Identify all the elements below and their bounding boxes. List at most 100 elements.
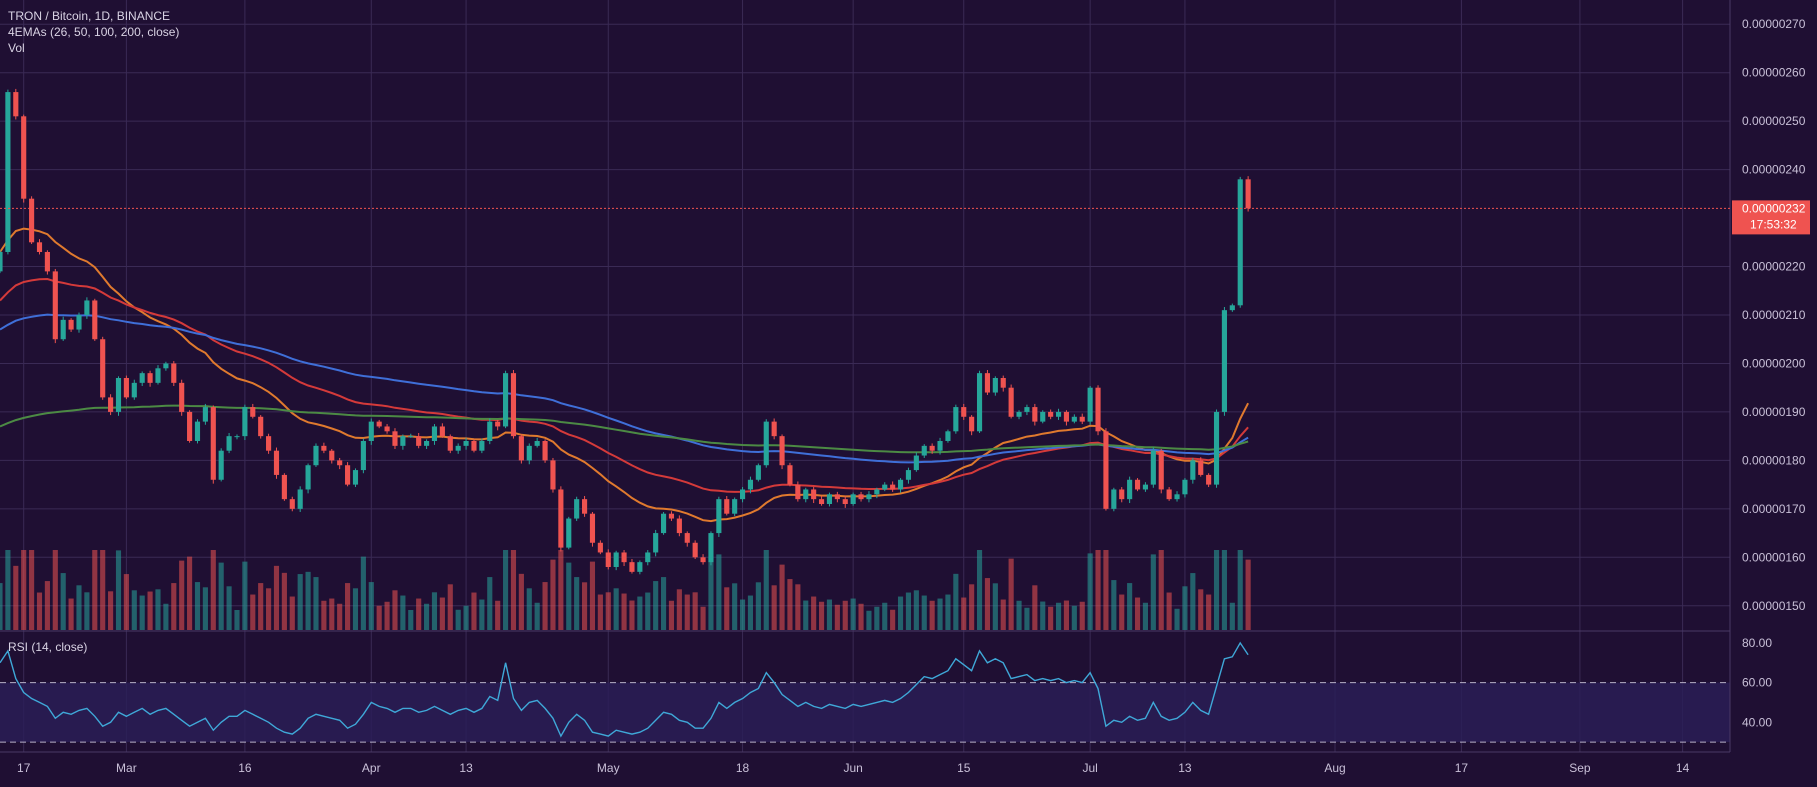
candle-body [100, 339, 106, 398]
x-tick-label: 13 [1178, 761, 1192, 775]
volume-bar [392, 590, 398, 630]
candle-body [574, 499, 580, 519]
volume-bar [1016, 600, 1022, 630]
y-tick-label: 0.00000270 [1742, 17, 1806, 31]
volume-bar [1166, 592, 1172, 630]
volume-bar [1134, 597, 1141, 630]
x-tick-label: May [597, 761, 620, 775]
candle-body [645, 552, 651, 563]
rsi-y-tick-label: 80.00 [1742, 636, 1772, 650]
y-tick-label: 0.00000170 [1742, 502, 1806, 516]
volume-bar [613, 588, 619, 630]
volume-bar [147, 591, 153, 630]
candle-body [194, 421, 201, 441]
volume-bar [376, 605, 382, 630]
candle-body [1063, 411, 1070, 422]
volume-bar [771, 585, 777, 630]
price-tag: 0.00000232 17:53:32 [0, 200, 1810, 235]
candle-body [818, 499, 825, 504]
candle-body [226, 436, 232, 451]
volume-bar [1229, 602, 1235, 630]
volume-bar [897, 596, 904, 630]
candle-body [739, 489, 746, 500]
x-tick-label: 18 [736, 761, 750, 775]
candle-body [834, 494, 840, 500]
candle-body [518, 436, 524, 461]
volume-bar [890, 609, 896, 630]
x-tick-label: Sep [1569, 761, 1591, 775]
volume-bar [52, 550, 58, 630]
candle-body [779, 436, 785, 466]
volume-bar [431, 592, 438, 630]
candle-body [297, 489, 303, 509]
candle-body [1174, 494, 1180, 500]
y-tick-label: 0.00000260 [1742, 66, 1806, 80]
volume-bar [550, 559, 556, 630]
volume-bar [289, 596, 295, 630]
candle-body [84, 300, 90, 315]
x-tick-label: Apr [362, 761, 381, 775]
volume-bar [574, 577, 580, 630]
candle-body [897, 479, 904, 490]
volume-bar [1127, 583, 1133, 630]
candle-body [653, 533, 659, 553]
candle-body [163, 363, 169, 369]
candle-body [605, 552, 611, 567]
volume-bar [1174, 608, 1180, 630]
candle-body [5, 92, 11, 252]
volume-bar [202, 587, 208, 630]
candle-body [526, 445, 532, 461]
candle-body [1055, 411, 1062, 417]
candle-body [1245, 179, 1251, 209]
candle-body [992, 378, 998, 393]
x-tick-label: 17 [1455, 761, 1469, 775]
volume-bar [818, 601, 825, 630]
volume-bar [1119, 594, 1125, 630]
volume-bar [858, 603, 864, 630]
candle-body [1190, 460, 1196, 480]
candle-body [621, 552, 627, 563]
volume-bar [1213, 550, 1220, 630]
volume-bar [708, 556, 714, 630]
volume-bar [1063, 600, 1070, 630]
volume-bar [329, 598, 335, 630]
volume-bar [21, 550, 27, 630]
volume-bar [447, 584, 453, 630]
candle-body [1119, 489, 1125, 500]
y-tick-label: 0.00000210 [1742, 308, 1806, 322]
candle-body [289, 499, 295, 509]
candle-body [305, 465, 311, 490]
candle-body [803, 489, 809, 500]
candle-body [92, 300, 98, 340]
candle-body [732, 499, 738, 514]
candle-body [329, 450, 335, 461]
volume-bar [874, 606, 880, 630]
candle-body [352, 470, 359, 485]
volume-bar [163, 603, 169, 630]
candle-body [495, 421, 501, 427]
candle-body [0, 252, 3, 272]
x-tick-label: 14 [1676, 761, 1690, 775]
volume-bar [384, 601, 390, 630]
volume-bar [1055, 602, 1062, 630]
candle-body [471, 441, 477, 451]
volume-bar [131, 590, 137, 630]
candle-body [1008, 387, 1014, 417]
volume-bar [1206, 594, 1212, 630]
volume-bar [1095, 550, 1101, 630]
candle-body [439, 426, 445, 437]
candle-body [218, 450, 224, 480]
candle-body [147, 373, 153, 383]
candle-body [1024, 407, 1030, 412]
candle-body [510, 373, 517, 437]
candle-body [724, 499, 730, 514]
last-price-value: 0.00000232 [1742, 201, 1806, 215]
volume-bar [368, 582, 374, 630]
candle-body [905, 470, 912, 480]
x-tick-label: Jul [1082, 761, 1097, 775]
candle-body [866, 494, 872, 500]
volume-bar [811, 596, 817, 630]
candle-body [242, 407, 248, 437]
candle-body [1134, 479, 1141, 490]
